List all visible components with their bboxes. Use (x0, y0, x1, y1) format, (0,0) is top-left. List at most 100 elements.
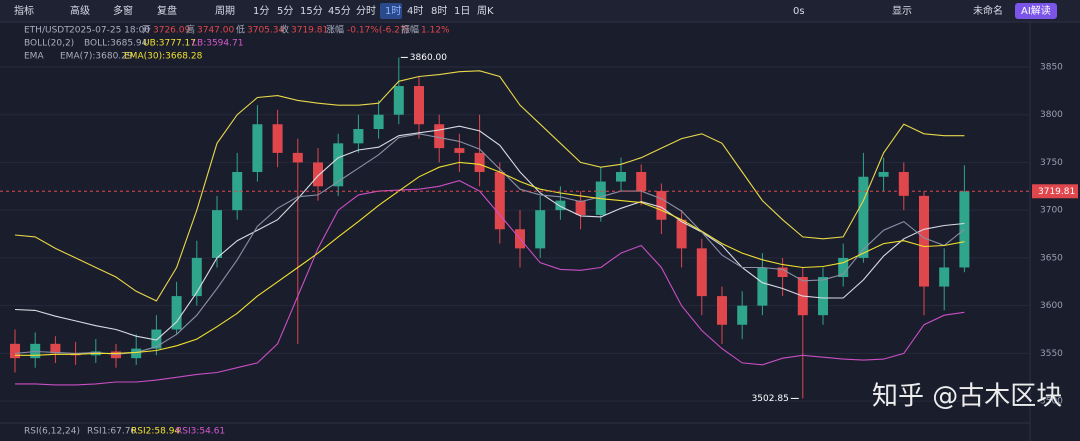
candle-body (373, 114, 384, 130)
candle-body (737, 305, 748, 325)
toolbar-item[interactable]: 复盘 (157, 4, 177, 17)
rsi-text: RSI1:67.76 (87, 427, 136, 437)
info-text: 高 (186, 24, 195, 36)
candle-body (616, 171, 626, 182)
boll-text: UB:3777.17 (143, 39, 196, 49)
annotation-label: 3502.85 (752, 394, 789, 404)
toolbar-item[interactable]: 45分 (328, 5, 351, 17)
candle-body (393, 86, 404, 115)
candle-body (939, 267, 950, 287)
info-text: 涨幅 (326, 24, 344, 36)
candle-body (838, 257, 849, 278)
candle-body (313, 162, 323, 187)
info-text: 3726.09 (153, 26, 190, 36)
candle-body (454, 148, 465, 153)
info-text: 1.12% (421, 26, 450, 36)
candle-body (898, 171, 909, 196)
candle-body (434, 124, 445, 149)
candle-body (50, 343, 61, 354)
y-tick-label: 3500 (1040, 397, 1063, 407)
boll-text: LB:3594.71 (192, 39, 243, 49)
candle-body (636, 171, 647, 192)
info-text: 开 (142, 25, 151, 36)
candle-body (252, 124, 263, 172)
candle-body (272, 124, 283, 153)
active-period (380, 3, 402, 19)
toolbar-item[interactable]: 显示 (892, 5, 912, 17)
last-price-tag (1032, 184, 1078, 199)
toolbar-item[interactable]: 1时 (385, 5, 401, 17)
candle-body (858, 176, 869, 258)
boll-text: BOLL:3685.94 (84, 39, 148, 49)
candle-body (131, 348, 142, 359)
candle-body (676, 219, 687, 249)
info-text: 3747.00 (197, 26, 234, 36)
candle-body (656, 191, 667, 220)
toolbar-item[interactable]: 15分 (300, 5, 323, 17)
toolbar-item[interactable]: 分时 (356, 5, 376, 17)
info-text: 3719.81 (291, 26, 328, 36)
toolbar-item[interactable]: 多窗 (113, 4, 133, 17)
toolbar-item[interactable]: 4时 (407, 5, 423, 17)
info-text: 3705.34 (247, 26, 284, 36)
candle-body (535, 210, 546, 249)
y-tick-label: 3650 (1040, 253, 1063, 263)
y-tick-label: 3750 (1040, 158, 1063, 168)
toolbar (0, 0, 1080, 22)
candle-body (191, 257, 202, 297)
candle-body (151, 329, 162, 349)
ema-text: EMA(30):3668.28 (124, 52, 203, 62)
candle-body (474, 152, 485, 172)
candle-body (878, 171, 889, 177)
info-text: 2025-07-25 18:00 (69, 26, 150, 36)
toolbar-item[interactable]: 5分 (277, 5, 293, 17)
y-tick-label: 3600 (1040, 301, 1063, 311)
indicator-line (15, 180, 965, 386)
ema-text: EMA (24, 52, 44, 62)
ai-button[interactable] (1015, 3, 1057, 19)
boll-text: BOLL(20,2) (24, 39, 74, 49)
toolbar-item[interactable]: 1日 (454, 6, 470, 17)
candle-body (818, 277, 828, 316)
candle-body (555, 200, 566, 211)
toolbar-item[interactable]: 0s (793, 6, 805, 17)
rsi-text: RSI(6,12,24) (24, 427, 80, 437)
last-price-label: 3719.81 (1038, 187, 1075, 197)
candle-body (919, 195, 929, 287)
toolbar-item[interactable]: 8时 (431, 5, 447, 17)
toolbar-item[interactable]: 指标 (14, 4, 34, 17)
toolbar-item[interactable]: 1分 (253, 5, 269, 17)
y-tick-label: 3550 (1040, 349, 1063, 359)
candle-body (171, 296, 182, 330)
candle-body (353, 129, 364, 144)
indicator-line (15, 161, 965, 356)
y-tick-label: 3800 (1040, 110, 1063, 120)
rsi-text: RSI3:54.61 (176, 427, 225, 437)
candle-body (575, 200, 586, 215)
y-tick-label: 3700 (1040, 206, 1063, 216)
toolbar-item[interactable]: 周期 (215, 5, 235, 17)
annotation-label: 3860.00 (410, 53, 447, 63)
toolbar-item[interactable]: AI解读 (1021, 4, 1051, 17)
candle-body (757, 267, 768, 306)
candle-body (696, 248, 707, 297)
candle-body (292, 152, 303, 163)
candle-body (10, 343, 20, 359)
candle-body (494, 171, 505, 230)
toolbar-item[interactable]: 周K (477, 5, 494, 17)
toolbar-item[interactable]: 高级 (70, 4, 90, 17)
indicator-line (14, 133, 965, 355)
info-text: 收 (280, 24, 289, 36)
candle-body (777, 267, 788, 278)
info-text: 振幅 (401, 24, 419, 36)
indicator-line (14, 125, 965, 341)
toolbar-item[interactable]: 未命名 (973, 4, 1003, 17)
watermark: 知乎 @古木区块 (872, 382, 1062, 412)
ema-text: EMA(7):3680.29 (60, 52, 133, 62)
candle-body (414, 86, 424, 125)
rsi-text: RSI2:58.94 (131, 427, 180, 437)
info-text: ETH/USDT (24, 26, 70, 36)
indicator-line (14, 70, 965, 302)
